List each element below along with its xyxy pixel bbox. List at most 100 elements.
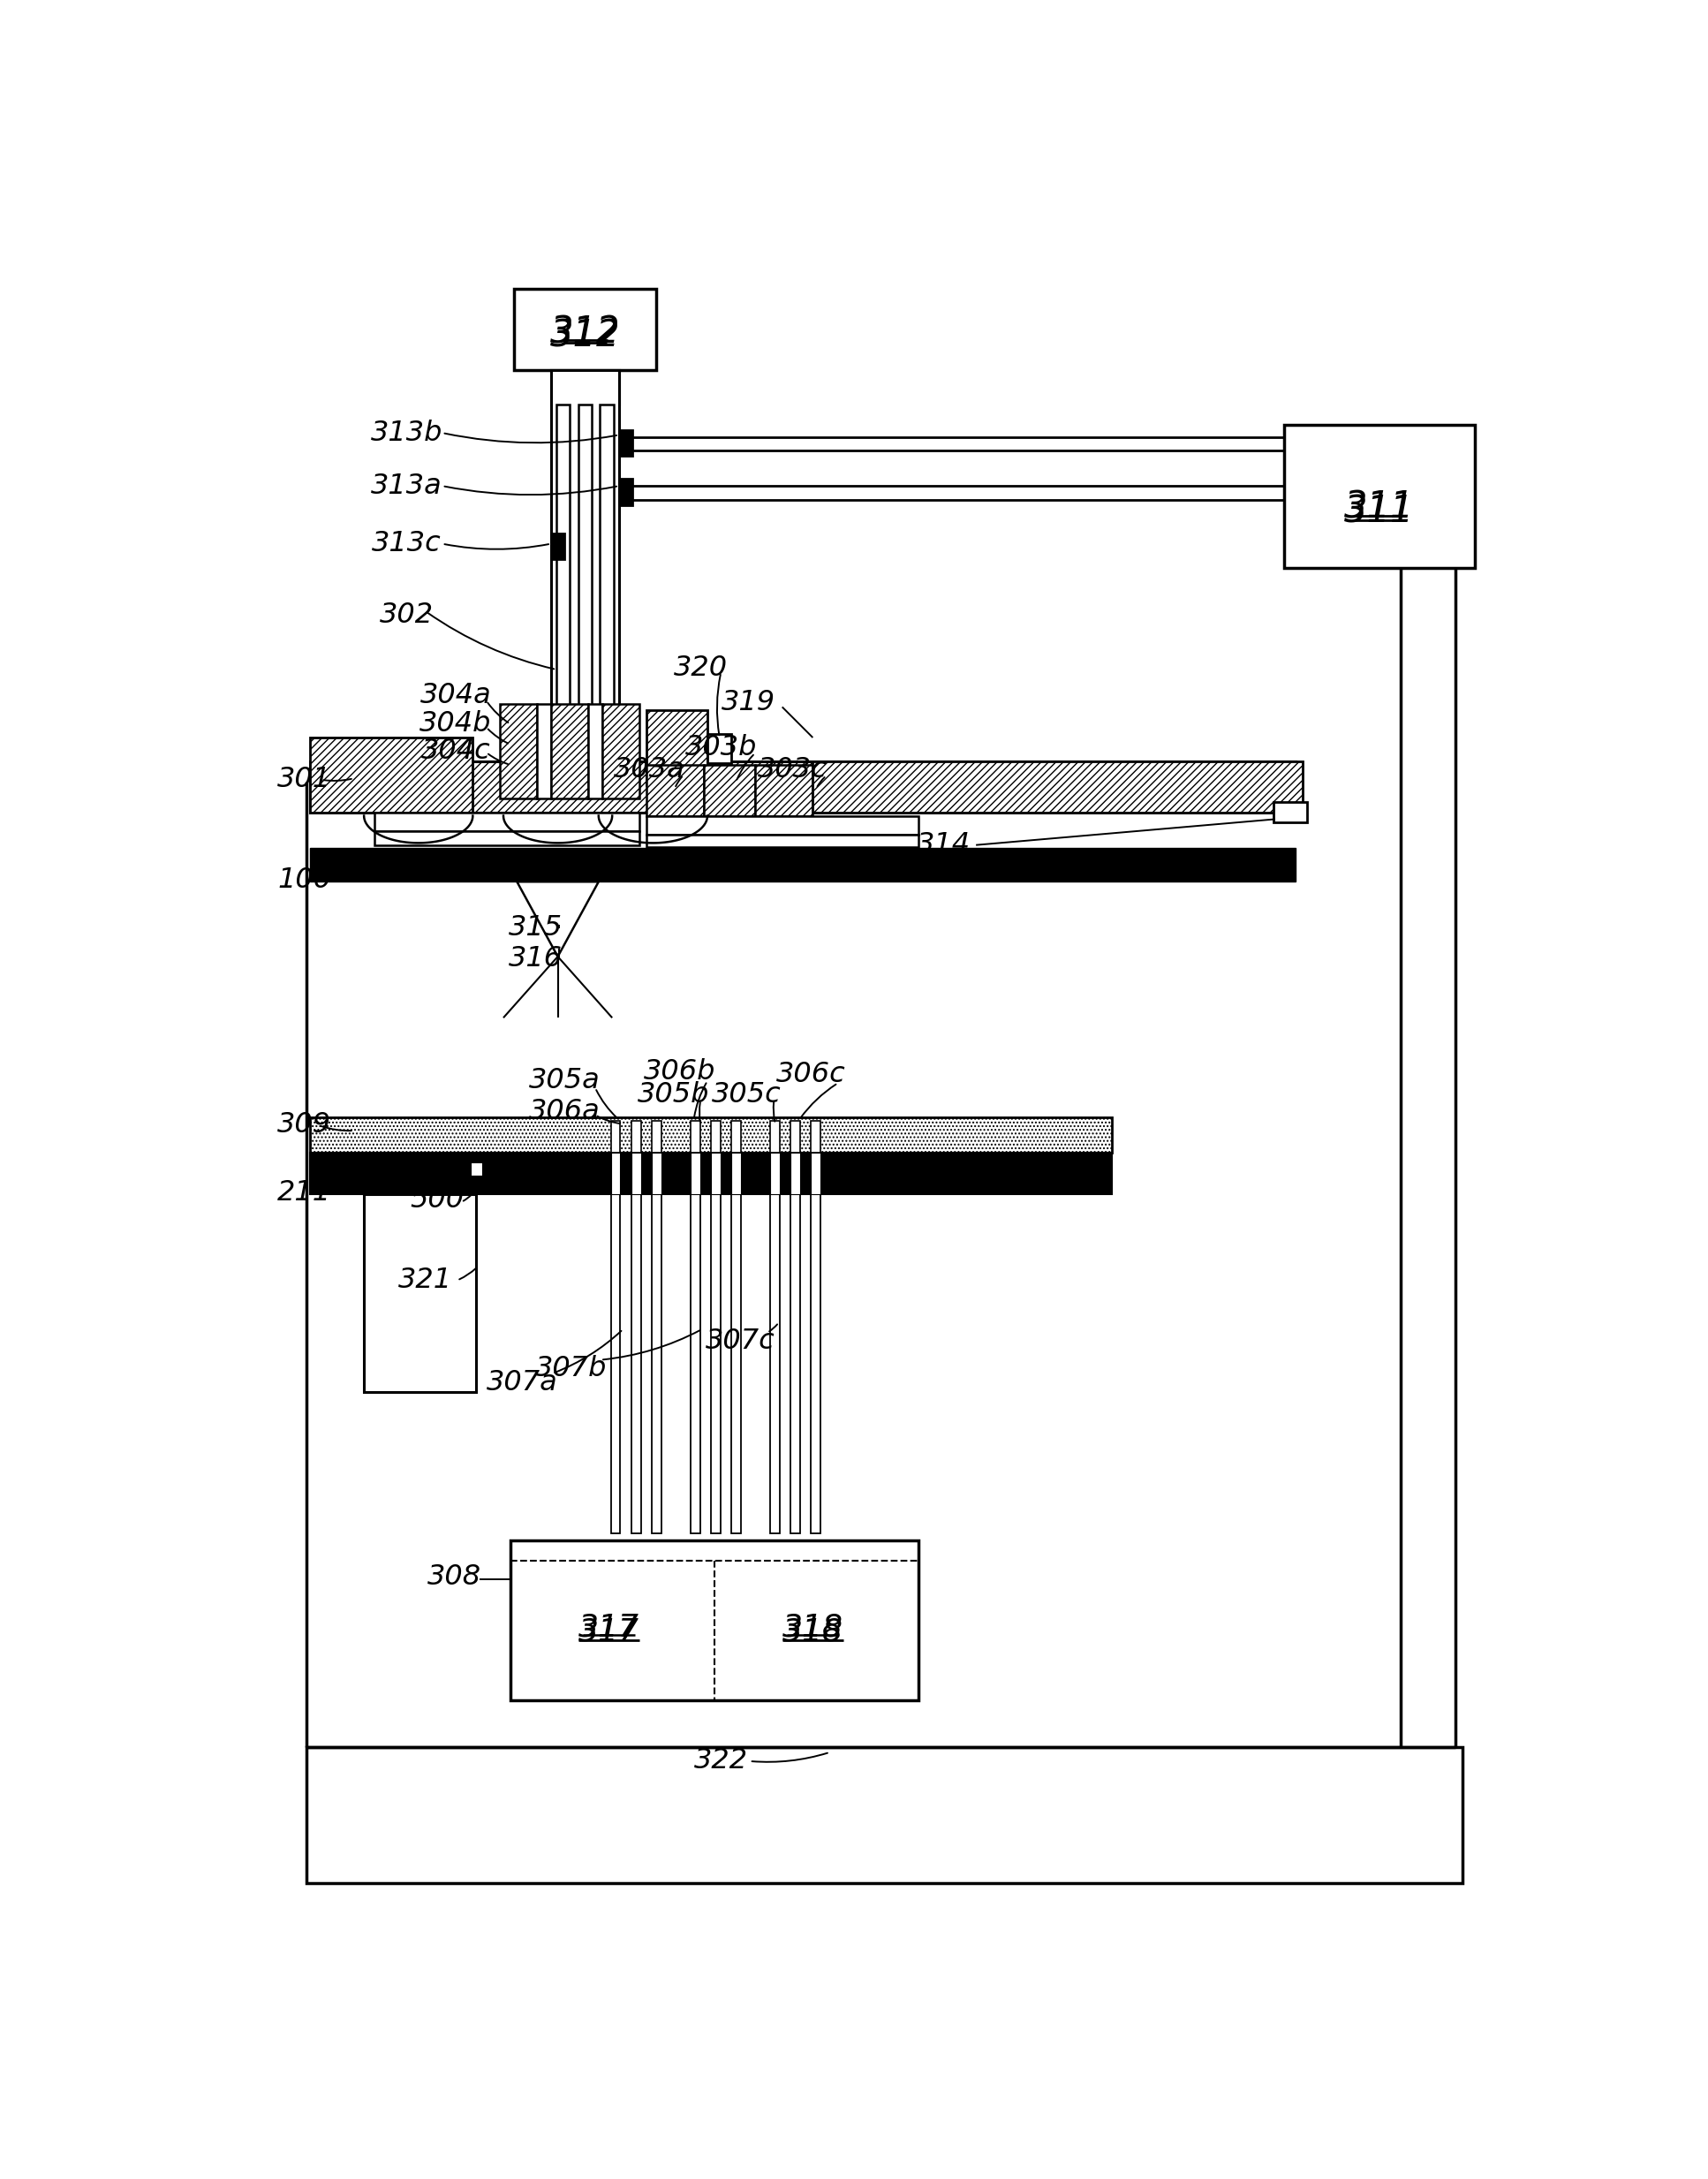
Text: 319: 319 [721, 689, 775, 717]
Bar [646, 835, 919, 848]
Text: 315: 315 [509, 915, 564, 941]
Bar [552, 534, 565, 560]
Bar [755, 765, 813, 815]
Text: 303b: 303b [685, 734, 757, 760]
Bar [770, 1194, 779, 1534]
Bar [1284, 425, 1474, 567]
Bar [618, 429, 632, 455]
Bar [646, 765, 704, 815]
Text: 322: 322 [693, 1748, 748, 1776]
Bar [601, 704, 639, 800]
Text: 301: 301 [278, 767, 331, 793]
Text: 306b: 306b [644, 1059, 716, 1085]
Text: 307a: 307a [487, 1368, 559, 1397]
Bar [646, 710, 707, 784]
Text: 309: 309 [278, 1111, 331, 1140]
Text: 321: 321 [398, 1266, 453, 1294]
Bar [1272, 802, 1307, 821]
Bar [538, 704, 552, 800]
Bar [309, 1153, 1112, 1194]
Text: 303a: 303a [613, 756, 685, 784]
Bar [364, 1194, 477, 1392]
Text: 304a: 304a [420, 682, 492, 708]
Bar [611, 1120, 620, 1153]
Bar [632, 1153, 640, 1194]
Text: 306c: 306c [775, 1061, 845, 1087]
Text: 320: 320 [673, 654, 728, 682]
Bar [813, 760, 1303, 813]
Bar [552, 704, 588, 800]
Bar [707, 734, 731, 763]
Bar [500, 704, 538, 800]
Bar [791, 1153, 799, 1194]
Bar [690, 1153, 700, 1194]
Bar [309, 737, 473, 813]
Bar [309, 848, 1296, 882]
Text: 305b: 305b [637, 1081, 709, 1109]
Bar [811, 1153, 820, 1194]
Bar [791, 1194, 799, 1534]
Bar [618, 479, 632, 506]
Text: 313a: 313a [371, 473, 442, 499]
Bar [374, 813, 639, 832]
Text: 307b: 307b [535, 1355, 608, 1381]
Bar [309, 760, 1296, 813]
Bar [552, 370, 618, 765]
Bar [632, 1120, 640, 1153]
Text: 306a: 306a [529, 1098, 600, 1124]
Text: 313c: 313c [372, 529, 442, 558]
Bar [309, 1118, 1112, 1153]
Bar [731, 1194, 741, 1534]
Bar [811, 1194, 820, 1534]
Text: 305c: 305c [712, 1081, 782, 1109]
Text: 318: 318 [782, 1612, 844, 1643]
Bar [731, 1153, 741, 1194]
Text: 317: 317 [579, 1617, 639, 1647]
Bar [306, 1748, 1462, 1883]
Bar [579, 405, 591, 765]
Bar [611, 1153, 620, 1194]
Text: 314: 314 [917, 832, 972, 859]
Bar [711, 1153, 721, 1194]
Text: 305a: 305a [529, 1068, 600, 1094]
Bar [374, 832, 639, 845]
Bar [514, 288, 656, 370]
Bar [557, 405, 570, 765]
Text: 303c: 303c [758, 756, 827, 784]
Bar [646, 815, 919, 835]
Bar [652, 1120, 661, 1153]
Text: 317: 317 [579, 1612, 639, 1643]
Bar [552, 370, 618, 405]
Text: 302: 302 [379, 601, 434, 630]
Bar [711, 1120, 721, 1153]
Bar [632, 1194, 640, 1534]
Text: 312: 312 [550, 318, 620, 355]
Bar [731, 1120, 741, 1153]
Text: 316: 316 [509, 946, 564, 972]
Bar [791, 1120, 799, 1153]
Bar [711, 1194, 721, 1534]
Text: 311: 311 [1344, 492, 1414, 529]
Text: 318: 318 [782, 1617, 844, 1647]
Polygon shape [518, 882, 598, 957]
Bar [770, 1120, 779, 1153]
Bar [690, 1194, 700, 1534]
Bar [690, 1120, 700, 1153]
Text: 311: 311 [1344, 488, 1414, 525]
Bar [770, 1153, 779, 1194]
Bar [588, 704, 601, 800]
Text: 100: 100 [278, 867, 331, 893]
Bar [511, 1541, 919, 1700]
Text: 211: 211 [278, 1179, 331, 1207]
Text: 313b: 313b [371, 418, 442, 447]
Bar [389, 1153, 471, 1194]
Bar [600, 405, 613, 765]
Bar [811, 1120, 820, 1153]
Text: 312: 312 [550, 314, 620, 351]
Text: 304b: 304b [420, 710, 492, 739]
Bar [652, 1194, 661, 1534]
Text: 308: 308 [427, 1565, 482, 1591]
Bar [611, 1194, 620, 1534]
Bar [471, 1164, 483, 1177]
Text: 307c: 307c [705, 1327, 775, 1355]
